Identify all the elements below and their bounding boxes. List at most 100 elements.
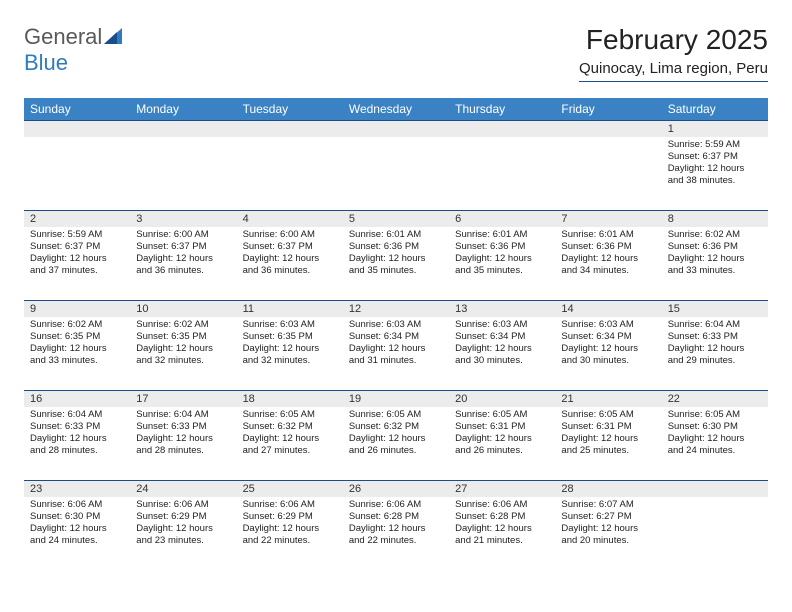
day-details: Sunrise: 6:03 AMSunset: 6:35 PMDaylight:…: [237, 317, 343, 371]
calendar-cell: 27Sunrise: 6:06 AMSunset: 6:28 PMDayligh…: [449, 481, 555, 571]
calendar-cell: [24, 121, 130, 211]
weekday-wednesday: Wednesday: [343, 98, 449, 121]
calendar-cell: 4Sunrise: 6:00 AMSunset: 6:37 PMDaylight…: [237, 211, 343, 301]
day-number: 3: [130, 211, 236, 227]
calendar-cell: 23Sunrise: 6:06 AMSunset: 6:30 PMDayligh…: [24, 481, 130, 571]
calendar-cell: 25Sunrise: 6:06 AMSunset: 6:29 PMDayligh…: [237, 481, 343, 571]
day-number: 8: [662, 211, 768, 227]
calendar-cell: 18Sunrise: 6:05 AMSunset: 6:32 PMDayligh…: [237, 391, 343, 481]
day-number: 15: [662, 301, 768, 317]
calendar-cell: 3Sunrise: 6:00 AMSunset: 6:37 PMDaylight…: [130, 211, 236, 301]
calendar-cell: 16Sunrise: 6:04 AMSunset: 6:33 PMDayligh…: [24, 391, 130, 481]
day-details: Sunrise: 6:00 AMSunset: 6:37 PMDaylight:…: [130, 227, 236, 281]
calendar-cell: [555, 121, 661, 211]
day-number: 13: [449, 301, 555, 317]
month-title: February 2025: [579, 24, 768, 56]
weekday-header-row: Sunday Monday Tuesday Wednesday Thursday…: [24, 98, 768, 121]
calendar-row: 2Sunrise: 5:59 AMSunset: 6:37 PMDaylight…: [24, 211, 768, 301]
day-number: 2: [24, 211, 130, 227]
location-text: Quinocay, Lima region, Peru: [579, 60, 768, 82]
calendar-cell: 7Sunrise: 6:01 AMSunset: 6:36 PMDaylight…: [555, 211, 661, 301]
calendar-cell: [449, 121, 555, 211]
day-details: Sunrise: 5:59 AMSunset: 6:37 PMDaylight:…: [24, 227, 130, 281]
calendar-cell: 21Sunrise: 6:05 AMSunset: 6:31 PMDayligh…: [555, 391, 661, 481]
calendar-cell: 10Sunrise: 6:02 AMSunset: 6:35 PMDayligh…: [130, 301, 236, 391]
day-details: Sunrise: 6:00 AMSunset: 6:37 PMDaylight:…: [237, 227, 343, 281]
day-details: Sunrise: 6:06 AMSunset: 6:28 PMDaylight:…: [449, 497, 555, 551]
day-number: 17: [130, 391, 236, 407]
calendar-row: 1Sunrise: 5:59 AMSunset: 6:37 PMDaylight…: [24, 121, 768, 211]
day-details: Sunrise: 6:05 AMSunset: 6:32 PMDaylight:…: [237, 407, 343, 461]
day-number: 23: [24, 481, 130, 497]
calendar-cell: [662, 481, 768, 571]
day-details: Sunrise: 6:06 AMSunset: 6:30 PMDaylight:…: [24, 497, 130, 551]
calendar-cell: 1Sunrise: 5:59 AMSunset: 6:37 PMDaylight…: [662, 121, 768, 211]
day-details: Sunrise: 6:04 AMSunset: 6:33 PMDaylight:…: [130, 407, 236, 461]
calendar-cell: 15Sunrise: 6:04 AMSunset: 6:33 PMDayligh…: [662, 301, 768, 391]
day-number: 22: [662, 391, 768, 407]
day-number: [237, 121, 343, 137]
calendar-cell: 2Sunrise: 5:59 AMSunset: 6:37 PMDaylight…: [24, 211, 130, 301]
calendar-cell: 28Sunrise: 6:07 AMSunset: 6:27 PMDayligh…: [555, 481, 661, 571]
calendar-row: 9Sunrise: 6:02 AMSunset: 6:35 PMDaylight…: [24, 301, 768, 391]
day-details: Sunrise: 6:03 AMSunset: 6:34 PMDaylight:…: [555, 317, 661, 371]
day-number: 25: [237, 481, 343, 497]
day-details: Sunrise: 5:59 AMSunset: 6:37 PMDaylight:…: [662, 137, 768, 191]
day-number: 20: [449, 391, 555, 407]
day-number: [130, 121, 236, 137]
logo-word-general: General: [24, 24, 102, 50]
day-details: Sunrise: 6:02 AMSunset: 6:35 PMDaylight:…: [130, 317, 236, 371]
calendar-cell: [130, 121, 236, 211]
day-number: 1: [662, 121, 768, 137]
day-details: Sunrise: 6:05 AMSunset: 6:31 PMDaylight:…: [555, 407, 661, 461]
day-number: 4: [237, 211, 343, 227]
calendar-cell: 20Sunrise: 6:05 AMSunset: 6:31 PMDayligh…: [449, 391, 555, 481]
day-number: [343, 121, 449, 137]
day-number: 27: [449, 481, 555, 497]
logo: General: [24, 24, 126, 50]
day-number: [662, 481, 768, 497]
day-number: [24, 121, 130, 137]
day-details: Sunrise: 6:03 AMSunset: 6:34 PMDaylight:…: [449, 317, 555, 371]
day-number: 9: [24, 301, 130, 317]
day-number: 19: [343, 391, 449, 407]
weekday-saturday: Saturday: [662, 98, 768, 121]
calendar-cell: 6Sunrise: 6:01 AMSunset: 6:36 PMDaylight…: [449, 211, 555, 301]
day-number: 18: [237, 391, 343, 407]
calendar-cell: 19Sunrise: 6:05 AMSunset: 6:32 PMDayligh…: [343, 391, 449, 481]
day-details: Sunrise: 6:02 AMSunset: 6:36 PMDaylight:…: [662, 227, 768, 281]
day-number: 16: [24, 391, 130, 407]
calendar-cell: 26Sunrise: 6:06 AMSunset: 6:28 PMDayligh…: [343, 481, 449, 571]
day-number: 28: [555, 481, 661, 497]
day-details: Sunrise: 6:05 AMSunset: 6:32 PMDaylight:…: [343, 407, 449, 461]
weekday-sunday: Sunday: [24, 98, 130, 121]
header: General February 2025 Quinocay, Lima reg…: [24, 24, 768, 82]
day-details: Sunrise: 6:04 AMSunset: 6:33 PMDaylight:…: [24, 407, 130, 461]
day-details: Sunrise: 6:03 AMSunset: 6:34 PMDaylight:…: [343, 317, 449, 371]
day-number: [555, 121, 661, 137]
calendar-cell: [237, 121, 343, 211]
calendar-cell: 8Sunrise: 6:02 AMSunset: 6:36 PMDaylight…: [662, 211, 768, 301]
weekday-friday: Friday: [555, 98, 661, 121]
calendar-cell: 11Sunrise: 6:03 AMSunset: 6:35 PMDayligh…: [237, 301, 343, 391]
calendar-cell: 5Sunrise: 6:01 AMSunset: 6:36 PMDaylight…: [343, 211, 449, 301]
calendar-cell: [343, 121, 449, 211]
day-number: 11: [237, 301, 343, 317]
weekday-monday: Monday: [130, 98, 236, 121]
calendar-cell: 12Sunrise: 6:03 AMSunset: 6:34 PMDayligh…: [343, 301, 449, 391]
day-number: 21: [555, 391, 661, 407]
calendar-cell: 9Sunrise: 6:02 AMSunset: 6:35 PMDaylight…: [24, 301, 130, 391]
day-number: 7: [555, 211, 661, 227]
day-number: 6: [449, 211, 555, 227]
calendar-cell: 22Sunrise: 6:05 AMSunset: 6:30 PMDayligh…: [662, 391, 768, 481]
logo-sail-icon: [104, 28, 126, 46]
day-number: 14: [555, 301, 661, 317]
title-block: February 2025 Quinocay, Lima region, Per…: [579, 24, 768, 82]
day-details: Sunrise: 6:01 AMSunset: 6:36 PMDaylight:…: [555, 227, 661, 281]
day-number: 10: [130, 301, 236, 317]
calendar-cell: 14Sunrise: 6:03 AMSunset: 6:34 PMDayligh…: [555, 301, 661, 391]
weekday-thursday: Thursday: [449, 98, 555, 121]
day-details: Sunrise: 6:01 AMSunset: 6:36 PMDaylight:…: [449, 227, 555, 281]
day-number: 24: [130, 481, 236, 497]
day-details: Sunrise: 6:02 AMSunset: 6:35 PMDaylight:…: [24, 317, 130, 371]
